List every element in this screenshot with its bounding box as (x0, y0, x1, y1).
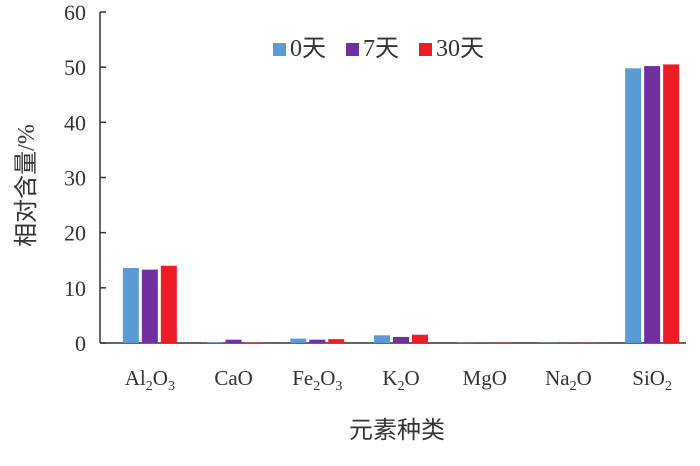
bar (244, 342, 261, 343)
bar (225, 339, 242, 343)
bar (160, 265, 177, 343)
bar (644, 66, 661, 344)
x-category-label: MgO (463, 366, 507, 390)
y-tick-label: 60 (64, 0, 86, 25)
legend: 0天 7天 30天 (273, 36, 484, 62)
x-category-label: CaO (214, 366, 253, 390)
x-category-label: SiO2​ (632, 366, 672, 394)
x-category-labels: Al2​O3​ CaO Fe2​O3​ K2​O MgO Na2​O SiO2​ (125, 366, 672, 394)
x-category-label: Fe2​O3​ (292, 366, 342, 394)
bar (625, 68, 642, 344)
bar (663, 64, 680, 344)
y-tick-label: 40 (64, 110, 86, 135)
y-tick-label: 10 (64, 276, 86, 301)
legend-swatch (346, 43, 359, 56)
y-tick-label: 0 (75, 331, 86, 356)
y-ticks: 0 10 20 30 40 50 60 (64, 0, 106, 356)
legend-label: 7天 (363, 36, 399, 62)
bars (122, 64, 680, 344)
bar (290, 338, 307, 343)
bar (412, 334, 428, 343)
x-category-label: Na2​O (545, 366, 592, 394)
y-tick-label: 30 (64, 166, 86, 191)
legend-label: 30天 (436, 36, 484, 62)
bar (206, 342, 223, 343)
bar (328, 339, 345, 343)
legend-swatch (419, 43, 432, 56)
x-category-label: K2​O (382, 366, 419, 394)
x-category-label: Al2​O3​ (125, 366, 175, 394)
y-tick-label: 50 (64, 55, 86, 80)
legend-label: 0天 (290, 36, 326, 62)
x-axis-title: 元素种类 (349, 417, 445, 444)
y-axis-title: 相对含量/% (13, 124, 40, 247)
y-tick-label: 20 (64, 221, 86, 246)
bar (309, 339, 326, 343)
bar (393, 336, 409, 343)
legend-swatch (273, 43, 286, 56)
bar (141, 269, 158, 343)
bar (374, 335, 390, 343)
bar (122, 267, 139, 343)
